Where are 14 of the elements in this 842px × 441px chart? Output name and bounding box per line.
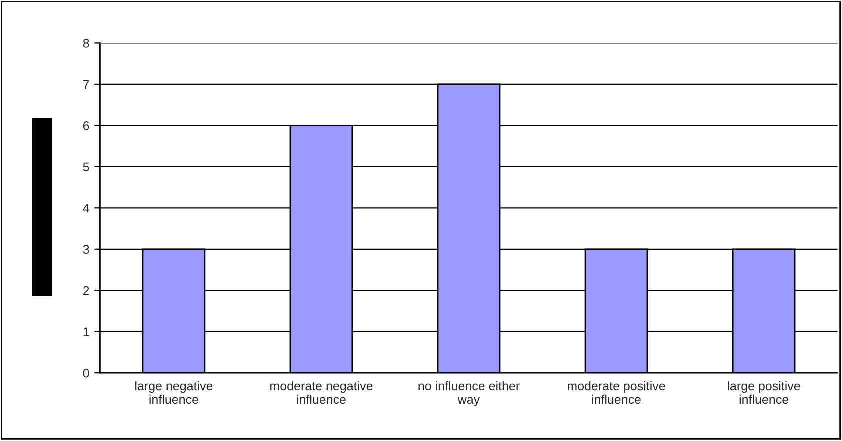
y-tick-label: 2 (83, 286, 90, 296)
y-tick-label: 7 (83, 80, 90, 89)
y-tick-label: 6 (83, 121, 90, 130)
y-tick-label: 1 (84, 328, 90, 336)
x-tick-label: moderate positive influence (568, 381, 666, 404)
x-tick-label: large positive influence (728, 381, 800, 404)
x-tick-label: no influence either way (418, 381, 520, 407)
y-tick-label: 5 (83, 162, 90, 172)
y-tick-label: 0 (83, 368, 90, 378)
y-tick-label: 3 (83, 245, 90, 254)
y-tick-label: 8 (83, 39, 90, 48)
y-tick-label: 4 (83, 204, 90, 213)
x-tick-label: moderate negative influence (270, 381, 373, 404)
x-tick-label: large negative influence (136, 381, 213, 404)
